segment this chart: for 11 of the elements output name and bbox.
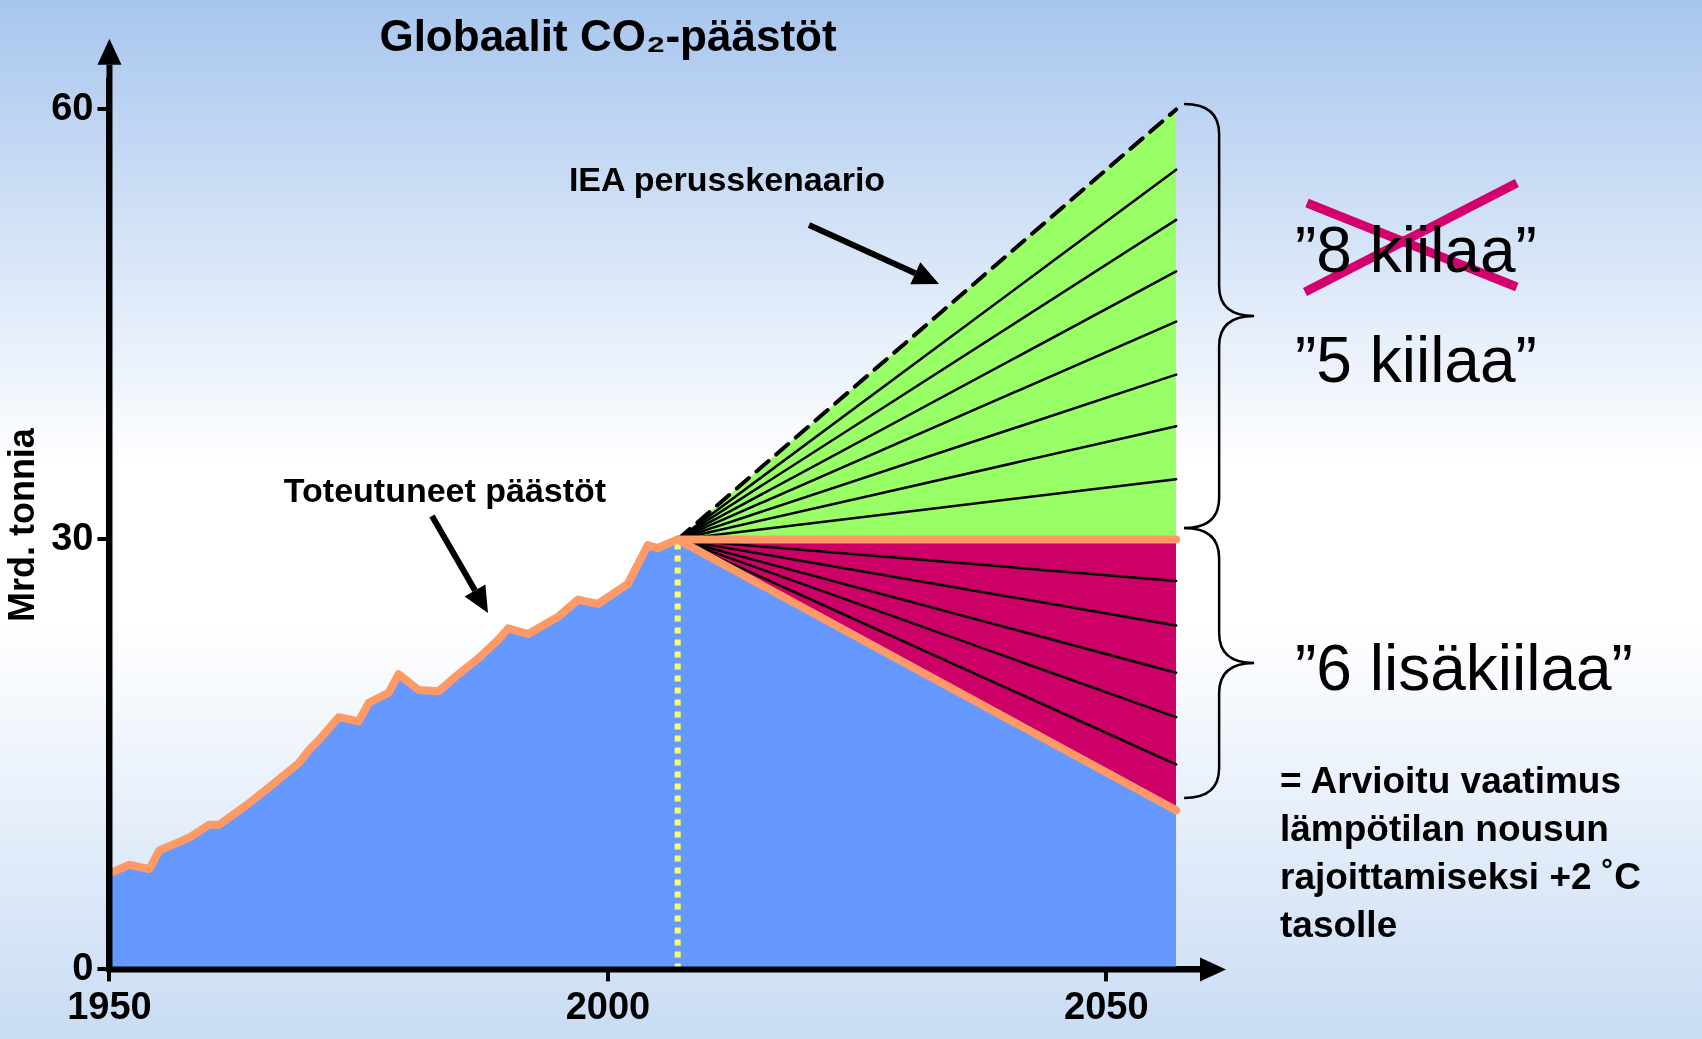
annotation: IEA perusskenaario (568, 159, 886, 199)
text: ”6 lisäkiilaa” (1295, 631, 1633, 705)
x-tick-label: 2050 (1064, 984, 1149, 1027)
y-tick-label: 30 (51, 515, 94, 558)
annotation: Toteutuneet päästöt (283, 470, 607, 510)
text: ”5 kiilaa” (1295, 323, 1537, 397)
y-axis-title: Mrd. tonnia (0, 427, 42, 623)
y-tick-label: 60 (51, 85, 94, 128)
chart-title: Globaalit CO₂-päästöt (379, 10, 837, 60)
text: = Arvioitu vaatimus lämpötilan nousun rajoittamiseksi +2 ˚C tasolle (1280, 759, 1642, 948)
x-tick-label: 2000 (565, 984, 651, 1027)
